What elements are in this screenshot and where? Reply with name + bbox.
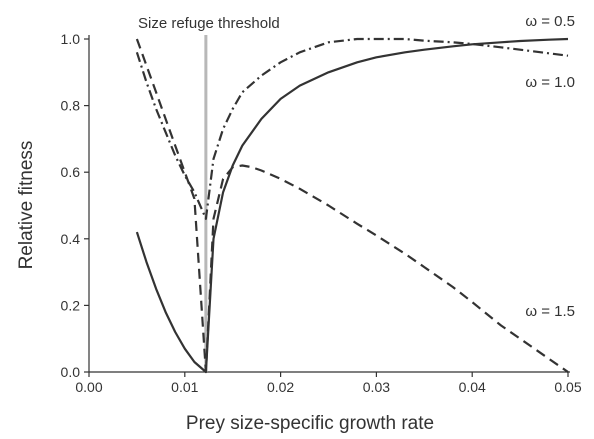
y-tick-label: 0.6 [61, 164, 81, 180]
x-tick-label: 0.01 [171, 379, 198, 395]
series-line-omega-1-5 [137, 39, 568, 372]
x-tick-label: 0.03 [363, 379, 390, 395]
y-axis-title: Relative fitness [16, 141, 37, 270]
x-axis-title: Prey size-specific growth rate [186, 413, 434, 434]
annotation-omega-1-5: ω = 1.5 [525, 303, 575, 320]
y-tick-label: 0.2 [61, 297, 81, 313]
series-line-omega-0-5 [137, 39, 568, 219]
y-tick-label: 0.0 [61, 364, 81, 380]
x-tick-label: 0.02 [267, 379, 294, 395]
x-tick-label: 0.04 [459, 379, 486, 395]
annotation-omega-1-0: ω = 1.0 [525, 74, 575, 91]
threshold-label: Size refuge threshold [138, 15, 280, 32]
y-tick-label: 0.4 [61, 231, 81, 247]
plot-area [89, 35, 570, 372]
y-tick-label: 1.0 [61, 31, 81, 47]
axis-ticks: 0.00 0.01 0.02 0.03 0.04 0.05 0.0 0.2 0.4 0.6 0.8 1… [61, 31, 582, 395]
y-tick-label: 0.8 [61, 98, 81, 114]
series-lines [137, 39, 568, 372]
x-tick-label: 0.05 [554, 379, 581, 395]
x-tick-label: 0.00 [75, 379, 102, 395]
series-annotations: ω = 0.5 ω = 1.0 ω = 1.5 [525, 13, 575, 320]
annotation-omega-0-5: ω = 0.5 [525, 13, 575, 30]
